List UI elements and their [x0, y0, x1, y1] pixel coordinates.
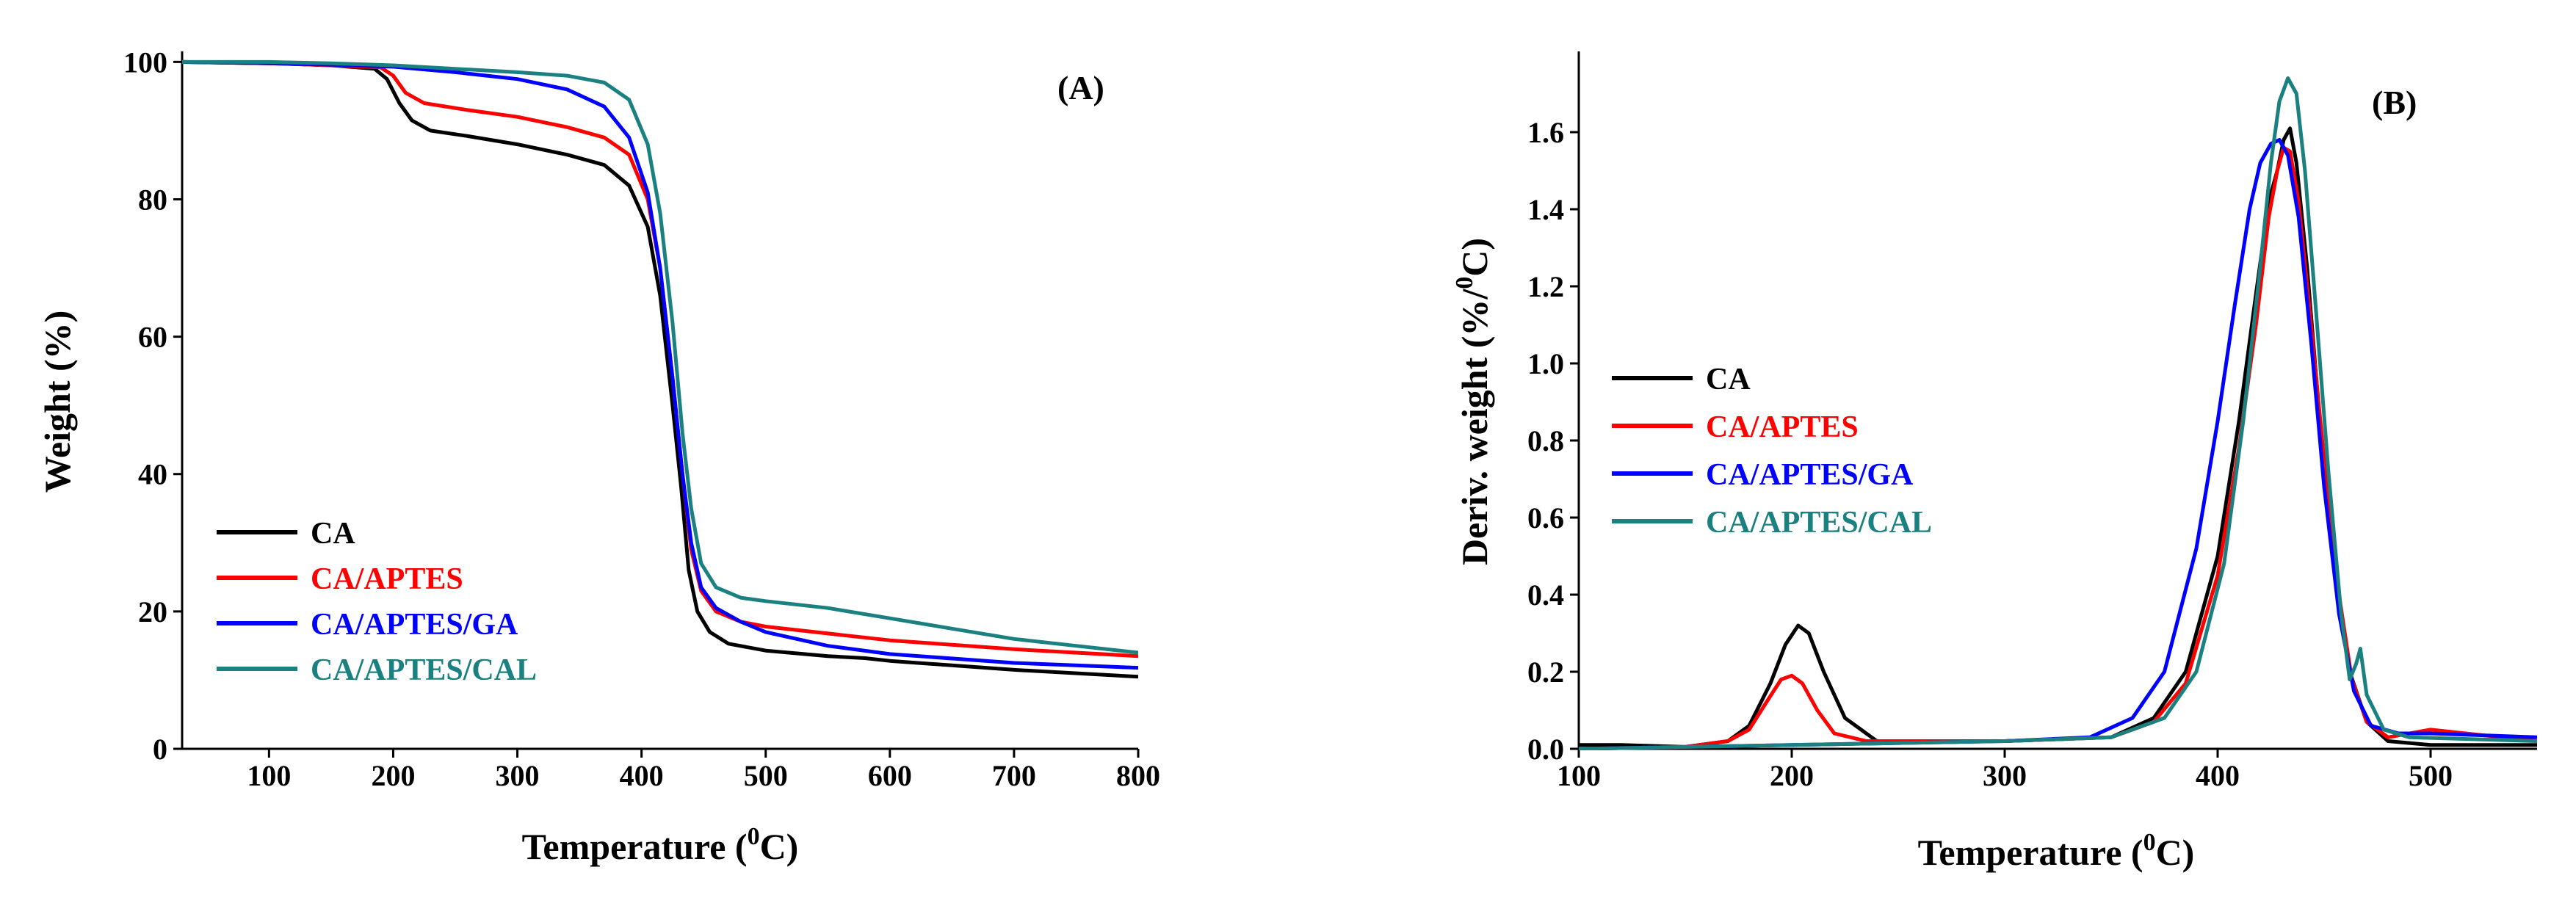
panelb-plot: 100 200 300 400 500 0.0 0.2 0.4 0.6 0.8 1.0 1.2 1.4 1…	[1451, 51, 2537, 873]
panela-y-tick-label: 0	[153, 733, 167, 766]
panelb-series-ca-aptes-cal	[1579, 76, 2537, 750]
panelb-x-tick-label: 500	[2409, 759, 2453, 792]
panelb-y-tick-label: 0.2	[1527, 656, 1564, 689]
panela-legend-label: CA/APTES	[311, 562, 463, 596]
panela-y-axis-label: Weight (%)	[37, 311, 78, 493]
panelb-y-tick-label: 1.6	[1527, 116, 1564, 149]
panela-series-ca-aptes-cal	[182, 59, 1138, 655]
panelb-x-tick-label: 200	[1770, 759, 1814, 792]
panela-plot: 100 200 300 400 500 600 700 800 0 20 40 60 80 100 CA CA…	[37, 46, 1160, 867]
panela-x-tick-label: 700	[992, 759, 1036, 792]
panelb-y-tick-label: 0.8	[1527, 424, 1564, 457]
panela-y-tick-label: 60	[138, 321, 167, 354]
panelb-label: (B)	[2372, 84, 2417, 121]
panelb-x-tick-label: 300	[1983, 759, 2027, 792]
panelb-y-tick-label: 0.0	[1527, 733, 1564, 766]
panelb-x-tick-label: 100	[1557, 759, 1601, 792]
panelb-legend-label: CA/APTES/CAL	[1706, 506, 1932, 540]
panelb-y-tick-label: 1.0	[1527, 347, 1564, 380]
panela-label: (A)	[1057, 69, 1104, 106]
panelb-y-tick-label: 1.4	[1527, 193, 1564, 226]
panelb-y-axis-label: Deriv. weight (%/0C)	[1451, 238, 1495, 565]
panela-legend-label: CA	[311, 517, 355, 551]
panelb-x-tick-label: 400	[2196, 759, 2240, 792]
panela-x-axis-label: Temperature (0C)	[522, 823, 799, 867]
panelb-legend-label: CA/APTES	[1706, 410, 1859, 444]
panelb-y-tick-label: 1.2	[1527, 270, 1564, 303]
panela-y-tick-label: 100	[123, 46, 167, 79]
panela-x-tick-label: 100	[247, 759, 291, 792]
panela-legend-label: CA/APTES/CAL	[311, 653, 537, 687]
panelb-y-tick-label: 0.4	[1527, 579, 1564, 612]
panelb-x-axis-label: Temperature (0C)	[1918, 829, 2195, 873]
panela-x-tick-label: 600	[868, 759, 912, 792]
panela-x-tick-label: 800	[1116, 759, 1160, 792]
panela-y-tick-label: 40	[138, 458, 167, 491]
panela-series-ca-aptes-ga	[182, 59, 1138, 670]
panela-x-tick-label: 400	[620, 759, 664, 792]
panelb-series-ca-aptes-ga	[1579, 138, 2537, 750]
panela-y-tick-label: 80	[138, 183, 167, 216]
panelb-legend-label: CA	[1706, 363, 1751, 396]
panela-x-tick-label: 500	[744, 759, 788, 792]
panela-y-tick-label: 20	[138, 595, 167, 628]
panela-x-tick-label: 200	[371, 759, 415, 792]
panelb-legend-label: CA/APTES/GA	[1706, 458, 1914, 492]
panela-x-tick-label: 300	[496, 759, 540, 792]
panelb-series-ca-aptes	[1579, 145, 2537, 750]
panelb-y-tick-label: 0.6	[1527, 501, 1564, 534]
panela-series-ca	[182, 59, 1138, 679]
panela-legend-label: CA/APTES/GA	[311, 608, 518, 642]
